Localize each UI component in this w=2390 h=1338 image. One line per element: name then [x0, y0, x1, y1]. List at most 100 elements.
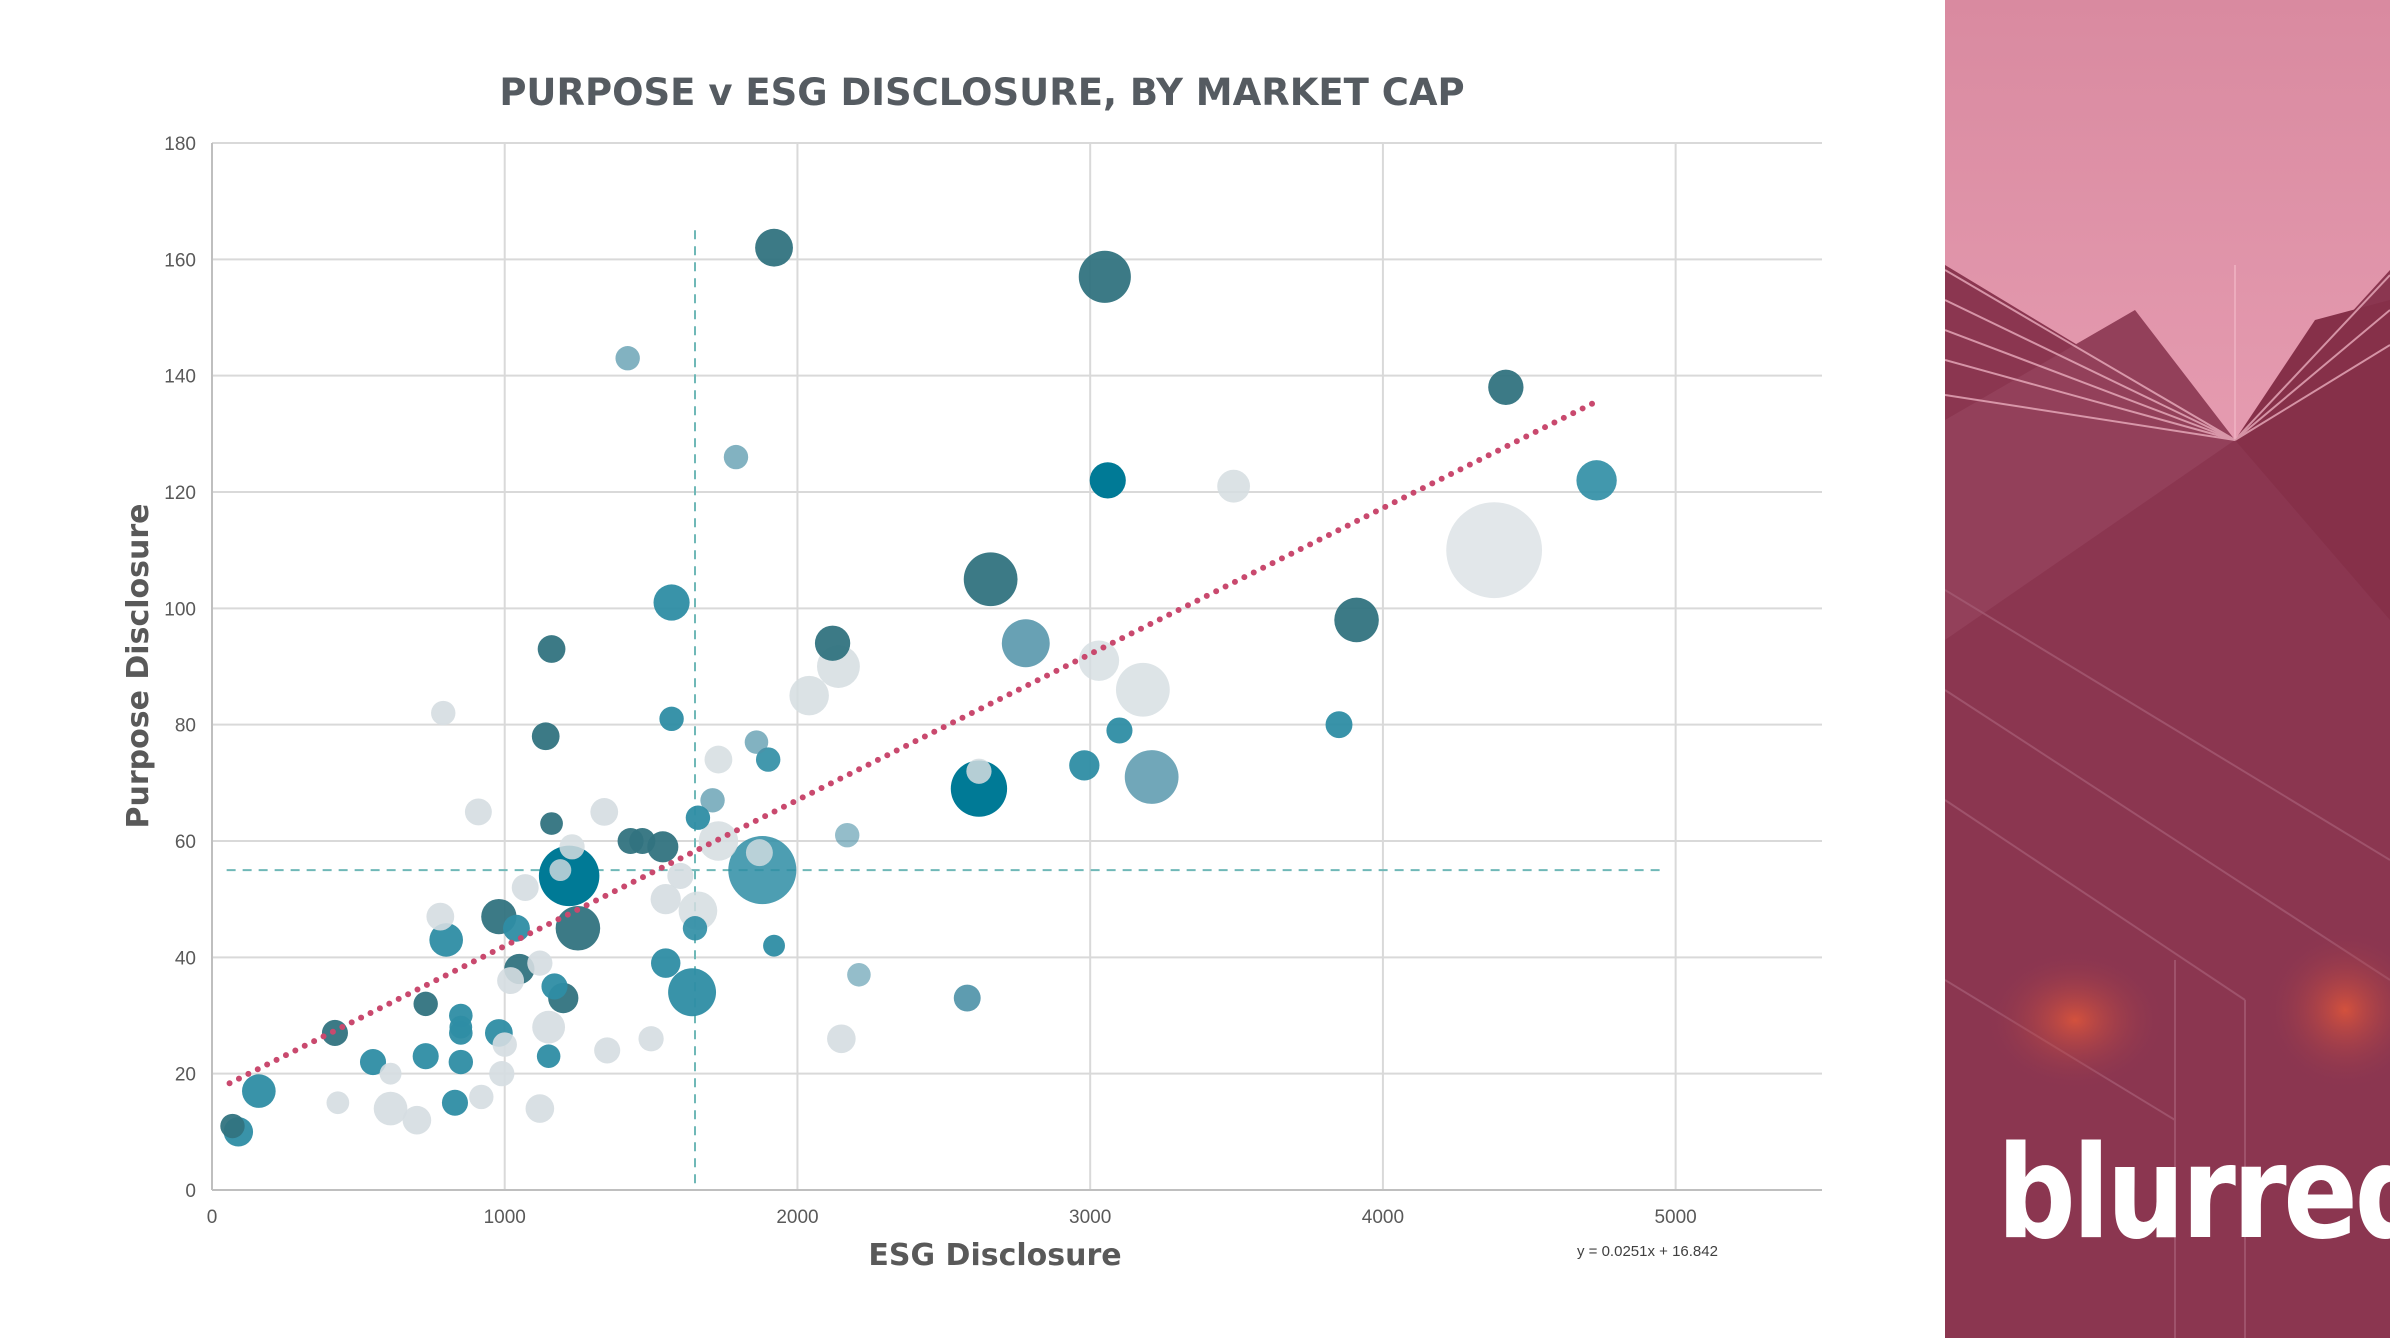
y-tick-label: 100 — [164, 599, 196, 620]
data-point — [531, 722, 560, 751]
data-point — [326, 1091, 350, 1115]
y-tick-label: 160 — [164, 250, 196, 271]
data-point — [464, 798, 492, 826]
data-point — [763, 934, 785, 957]
data-point — [431, 700, 456, 726]
y-tick-label: 140 — [164, 367, 196, 388]
data-point — [847, 963, 871, 987]
data-point — [745, 839, 773, 867]
data-point — [755, 228, 793, 267]
data-point — [429, 923, 464, 957]
data-point — [497, 967, 525, 995]
y-tick-label: 20 — [175, 1065, 196, 1086]
data-point — [540, 812, 563, 835]
data-point — [527, 950, 553, 976]
gridlines — [212, 142, 1822, 1190]
data-point — [629, 827, 656, 855]
data-point — [1069, 750, 1100, 781]
trendline — [226, 398, 1600, 1087]
y-tick-label: 120 — [164, 483, 196, 504]
data-point — [685, 805, 711, 830]
side-panel: blurred — [1945, 0, 2390, 1338]
data-point — [650, 884, 681, 915]
data-point — [950, 760, 1008, 817]
data-point — [1078, 640, 1120, 681]
data-point — [594, 1037, 621, 1064]
y-axis-title: Purpose Disclosure — [121, 504, 156, 829]
data-point — [511, 874, 539, 901]
data-point — [1334, 597, 1379, 643]
chart-area: PURPOSE v ESG DISCLOSURE, BY MARKET CAP … — [121, 71, 1822, 1273]
data-point — [651, 948, 681, 978]
data-points — [220, 228, 1617, 1147]
data-point — [412, 1043, 439, 1070]
axes: 0 20 40 60 80 100 120 140 160 180 0 1000 2000 3000 400… — [164, 134, 1822, 1228]
data-point — [615, 346, 640, 371]
data-point — [1106, 717, 1133, 744]
data-point — [814, 625, 851, 661]
y-tick-label: 60 — [175, 832, 196, 853]
data-point — [728, 836, 797, 905]
y-tick-label: 180 — [164, 134, 196, 155]
data-point — [441, 1089, 469, 1116]
data-point — [835, 822, 860, 848]
data-point — [1576, 460, 1617, 501]
x-tick-label: 5000 — [1654, 1207, 1696, 1228]
y-tick-label: 80 — [175, 716, 196, 737]
data-point — [966, 758, 992, 784]
data-point — [1124, 750, 1179, 804]
data-point — [1217, 469, 1251, 503]
trendline-path — [226, 398, 1600, 1087]
data-point — [667, 862, 694, 889]
data-point — [449, 1015, 473, 1039]
data-point — [373, 1091, 408, 1126]
data-point — [413, 991, 438, 1017]
building-photo — [1945, 0, 2390, 1338]
brand-logo: blurred — [1997, 1119, 2390, 1268]
data-point — [590, 798, 619, 826]
data-point — [469, 1084, 494, 1110]
data-point — [541, 973, 568, 1000]
data-point — [1089, 462, 1126, 499]
data-point — [1078, 250, 1131, 303]
data-point — [659, 706, 684, 732]
data-point — [682, 916, 708, 941]
data-point — [359, 1048, 387, 1076]
data-point — [704, 745, 733, 774]
x-tick-label: 0 — [207, 1207, 218, 1228]
x-tick-label: 4000 — [1362, 1207, 1404, 1228]
data-point — [653, 584, 690, 621]
data-point — [668, 968, 717, 1017]
data-point — [559, 834, 585, 860]
y-tick-label: 0 — [185, 1181, 196, 1202]
data-point — [700, 788, 725, 813]
data-point — [426, 902, 455, 931]
data-point — [789, 675, 829, 716]
data-point — [525, 1094, 555, 1123]
data-point — [744, 730, 769, 754]
data-point — [402, 1105, 432, 1135]
data-point — [1488, 369, 1524, 405]
chart-title: PURPOSE v ESG DISCLOSURE, BY MARKET CAP — [499, 71, 1464, 114]
data-point — [448, 1049, 474, 1075]
data-point — [1001, 619, 1050, 668]
data-point — [1446, 502, 1543, 599]
data-point — [502, 914, 530, 942]
data-point — [220, 1113, 245, 1139]
bubble-chart: PURPOSE v ESG DISCLOSURE, BY MARKET CAP … — [121, 71, 1822, 1273]
data-point — [638, 1026, 664, 1052]
data-point — [723, 444, 749, 470]
trendline-equation: y = 0.0251x + 16.842 — [1577, 1243, 1718, 1260]
data-point — [1115, 662, 1170, 717]
x-tick-label: 1000 — [484, 1207, 526, 1228]
data-point — [549, 859, 572, 882]
data-point — [963, 552, 1018, 607]
data-point — [492, 1032, 517, 1057]
y-tick-label: 40 — [175, 948, 196, 969]
data-point — [242, 1074, 276, 1108]
data-point — [953, 984, 981, 1012]
data-point — [537, 635, 566, 663]
x-tick-label: 3000 — [1069, 1207, 1111, 1228]
data-point — [489, 1061, 515, 1087]
data-point — [1325, 711, 1353, 739]
